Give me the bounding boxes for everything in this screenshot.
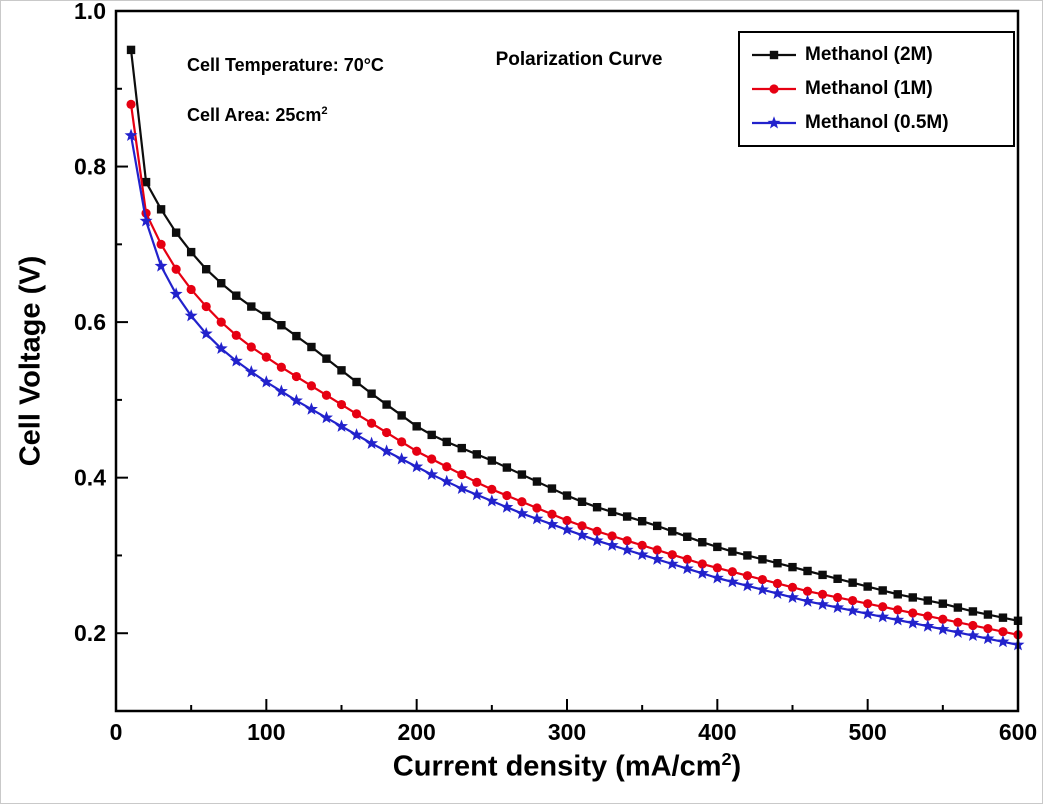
svg-text:0: 0: [110, 719, 123, 745]
svg-text:300: 300: [548, 719, 586, 745]
annotation-cell-area-text: Cell Area: 25cm: [187, 105, 322, 125]
x-axis-title-text: Current density (mA/cm: [392, 750, 722, 783]
legend-label: Methanol (0.5M): [805, 112, 949, 133]
annotation-cell-area: Cell Area: 25cm2: [187, 105, 328, 126]
legend-label: Methanol (1M): [805, 78, 933, 99]
svg-text:0.6: 0.6: [74, 309, 106, 335]
legend-square-marker-icon: [752, 50, 796, 60]
svg-text:600: 600: [999, 719, 1037, 745]
legend: Methanol (2M) Methanol (1M) Methanol (0.…: [738, 31, 1015, 147]
svg-text:500: 500: [848, 719, 886, 745]
y-axis-title: Cell Voltage (V): [14, 255, 47, 467]
plot-frame: [114, 9, 1020, 713]
annotation-cell-temperature: Cell Temperature: 70°C: [187, 55, 384, 75]
legend-circle-marker-icon: [752, 84, 796, 94]
svg-text:0.8: 0.8: [74, 154, 106, 180]
legend-item-methanol-05m: Methanol (0.5M): [740, 106, 1013, 140]
svg-text:0.4: 0.4: [74, 465, 106, 491]
series-star: [124, 128, 1025, 651]
x-axis-title-superscript: 2: [721, 749, 732, 769]
x-axis-title-suffix: ): [731, 750, 742, 783]
svg-text:0.2: 0.2: [74, 620, 106, 646]
legend-star-marker-icon: [752, 116, 796, 129]
series-circle: [126, 99, 1023, 640]
annotation-cell-area-superscript: 2: [321, 105, 328, 117]
svg-text:200: 200: [397, 719, 435, 745]
svg-text:100: 100: [247, 719, 285, 745]
legend-item-methanol-1m: Methanol (1M): [740, 72, 1013, 106]
svg-text:1.0: 1.0: [74, 1, 106, 24]
x-axis-title: Current density (mA/cm2): [393, 749, 741, 784]
legend-item-methanol-2m: Methanol (2M): [740, 38, 1013, 72]
series-square: [126, 45, 1023, 625]
svg-text:400: 400: [698, 719, 736, 745]
legend-label: Methanol (2M): [805, 44, 933, 65]
chart-title: Polarization Curve: [495, 49, 663, 70]
